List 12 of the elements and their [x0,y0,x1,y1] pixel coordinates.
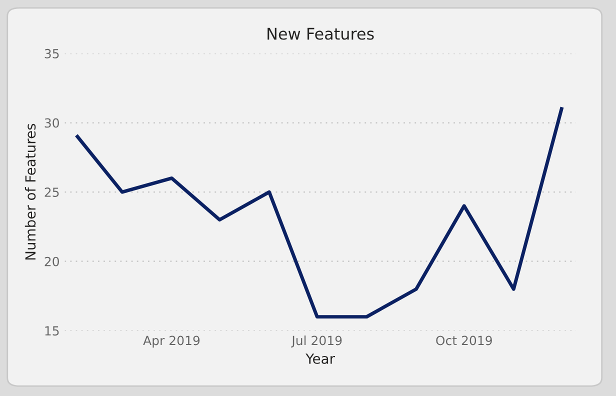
chart-title: New Features [268,28,374,40]
x-tick-label: Apr 2019 [143,336,200,348]
y-tick-label: 20 [44,256,59,266]
y-tick-label: 30 [44,118,59,128]
x-tick-label: Oct 2019 [436,336,492,346]
y-tick-label: 25 [44,188,59,197]
y-tick-label: 15 [45,326,59,336]
line-series [76,107,564,319]
y-axis-title: Number of Features [24,124,36,260]
y-tick-label: 35 [44,48,59,58]
x-axis-title: Year [306,354,336,364]
x-tick-label: Jul 2019 [291,336,342,348]
